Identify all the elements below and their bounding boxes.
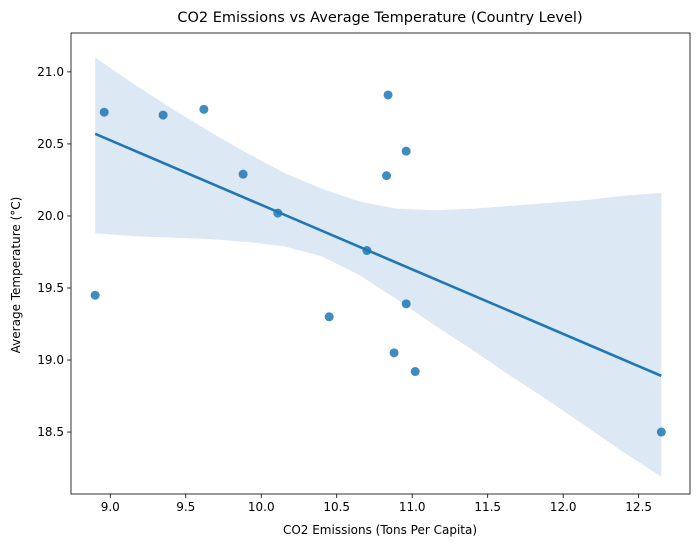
x-tick-label: 10.5 [323,500,350,514]
plot-area [90,57,666,477]
y-tick-label: 18.5 [37,425,64,439]
data-point [401,146,411,156]
x-axis: 9.0 9.5 10.0 10.5 11.0 11.5 12.0 12.5 [101,494,652,514]
x-axis-label: CO2 Emissions (Tons Per Capita) [283,523,477,537]
data-point [238,169,248,179]
x-tick-label: 10.0 [248,500,275,514]
data-point [99,107,109,117]
data-point [401,299,411,309]
y-tick-label: 20.5 [37,137,64,151]
y-tick-label: 19.5 [37,281,64,295]
y-tick-label: 21.0 [37,65,64,79]
axes-frame [70,32,691,495]
y-tick-label: 20.0 [37,209,64,223]
data-point [383,90,393,100]
x-tick-label: 11.5 [474,500,501,514]
y-axis: 18.5 19.0 19.5 20.0 20.5 21.0 [37,65,71,439]
x-tick-label: 11.0 [399,500,426,514]
x-tick-label: 9.0 [101,500,120,514]
data-point [90,290,100,300]
x-tick-label: 12.5 [625,500,652,514]
x-tick-label: 12.0 [550,500,577,514]
data-point [199,104,209,114]
data-point [410,367,420,377]
data-point [389,348,399,358]
x-tick-label: 9.5 [176,500,195,514]
y-axis-label: Average Temperature (°C) [9,197,23,354]
confidence-band [95,57,662,477]
data-point [656,427,666,437]
chart-title: CO2 Emissions vs Average Temperature (Co… [177,10,582,26]
data-point [382,171,392,181]
data-point [158,110,168,120]
data-point [324,312,334,322]
y-tick-label: 19.0 [37,353,64,367]
regression-line [94,132,662,378]
